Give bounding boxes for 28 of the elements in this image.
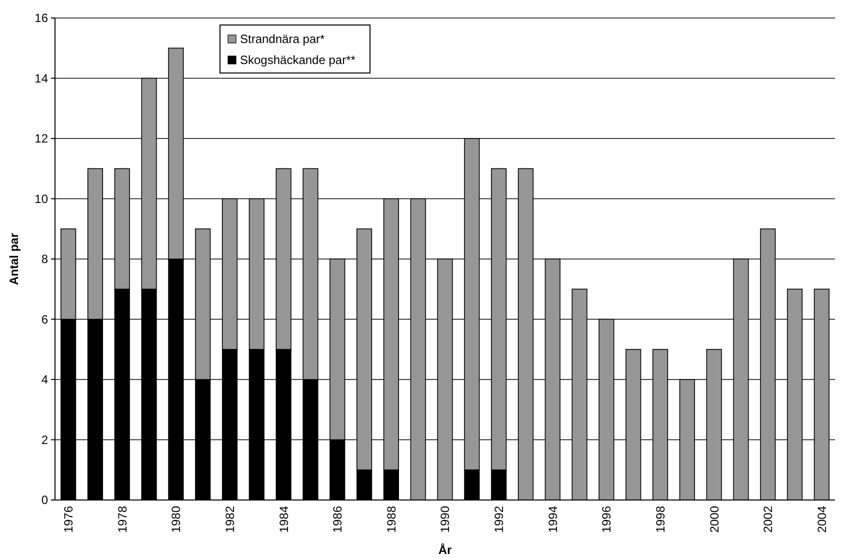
- y-tick-label: 10: [34, 192, 48, 206]
- y-tick-label: 12: [34, 132, 48, 146]
- y-tick-label: 16: [34, 11, 48, 26]
- y-tick-label: 0: [41, 493, 48, 508]
- x-tick-label: 1978: [115, 506, 130, 533]
- y-tick-label: 14: [34, 71, 48, 86]
- x-tick-label: 2000: [707, 506, 722, 533]
- y-tick-label: 8: [41, 252, 48, 266]
- y-axis-title: Antal par: [7, 232, 21, 286]
- x-tick-label: 1996: [600, 506, 614, 533]
- x-tick-label: 1988: [384, 506, 398, 533]
- x-tick-label: 1976: [62, 506, 76, 533]
- y-tick-label: 2: [41, 432, 48, 447]
- x-tick-label: 1986: [330, 506, 345, 533]
- y-tick-label: 4: [41, 372, 48, 387]
- x-tick-label: 1990: [438, 506, 452, 533]
- y-tick-label: 6: [41, 312, 48, 326]
- x-tick-label: 1980: [169, 506, 184, 533]
- x-tick-label: 2002: [761, 506, 776, 533]
- x-axis-title: År: [438, 543, 452, 557]
- x-tick-label: 2004: [814, 506, 829, 533]
- x-tick-label: 1998: [653, 506, 668, 533]
- legend-label: Strandnära par*: [240, 32, 326, 46]
- x-tick-label: 1994: [546, 506, 560, 533]
- x-tick-label: 1992: [492, 506, 506, 533]
- x-tick-label: 1984: [276, 506, 291, 533]
- legend-label: Skogshäckande par**: [240, 53, 356, 68]
- x-tick-label: 1982: [222, 506, 237, 533]
